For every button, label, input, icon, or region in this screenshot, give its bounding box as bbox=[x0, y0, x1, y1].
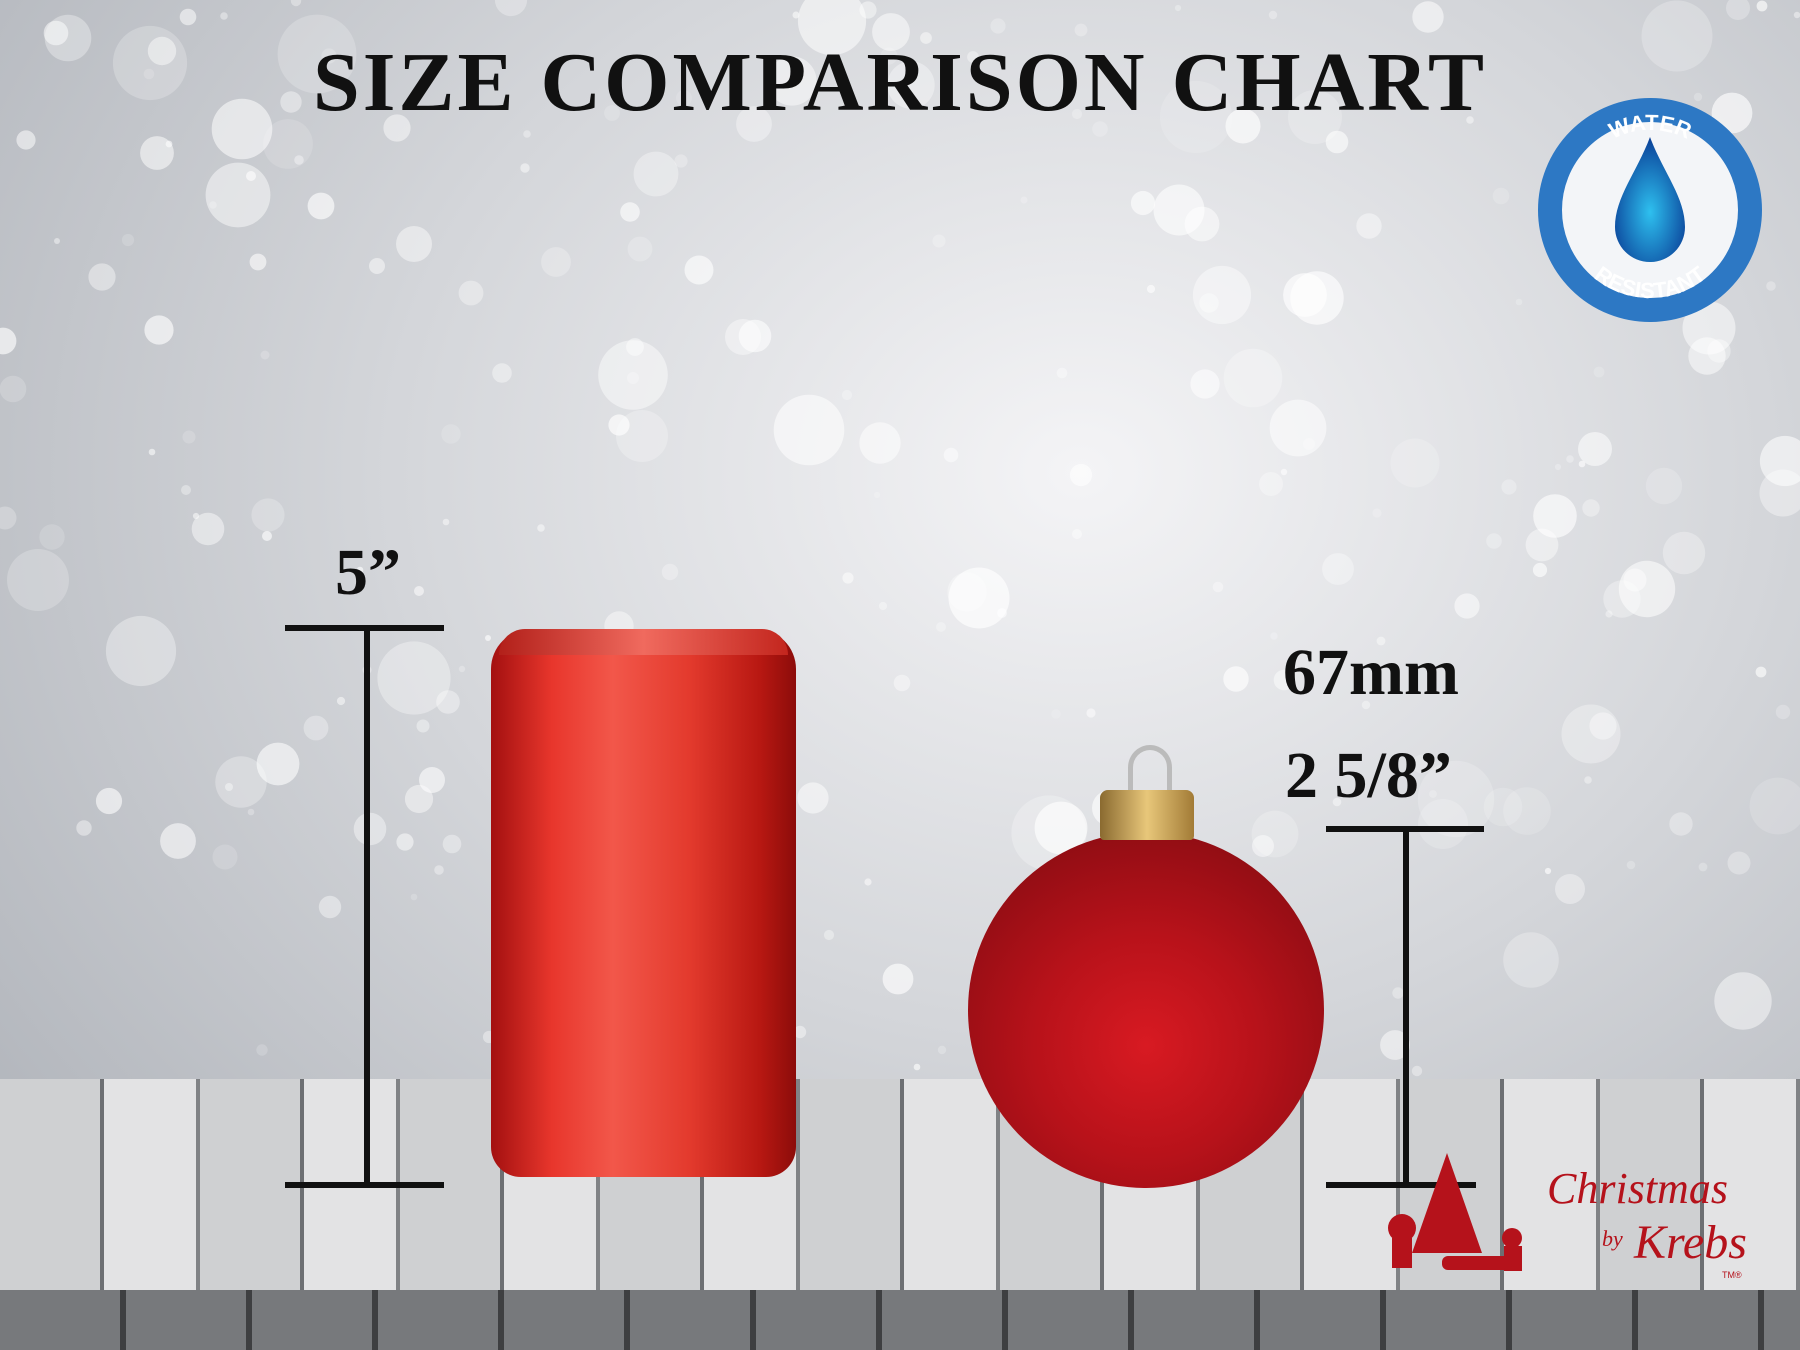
ornament-hanger bbox=[1128, 745, 1172, 790]
ornament-imperial-label: 2 5/8” bbox=[1285, 739, 1452, 812]
can-height-line bbox=[364, 628, 370, 1185]
svg-text:by: by bbox=[1602, 1226, 1623, 1251]
can-bottom-marker bbox=[285, 1182, 444, 1188]
ornament-bottom-marker bbox=[1326, 1182, 1476, 1188]
wooden-floor bbox=[0, 1079, 1800, 1350]
water-drop-icon bbox=[1615, 137, 1685, 262]
can-height-label: 5” bbox=[335, 536, 401, 609]
soda-can bbox=[491, 629, 796, 1177]
christmas-by-krebs-logo: Christmas by Krebs TM® bbox=[1388, 1153, 1747, 1280]
ornament-ball bbox=[968, 832, 1324, 1188]
tree-silhouette bbox=[1412, 1153, 1482, 1253]
ornament-metric-label: 67mm bbox=[1283, 636, 1459, 709]
page-title: SIZE COMPARISON CHART bbox=[313, 36, 1487, 129]
svg-text:Christmas: Christmas bbox=[1547, 1164, 1728, 1213]
water-resistant-badge: WATER RESISTANT bbox=[1538, 98, 1762, 322]
ornament-height-line bbox=[1403, 829, 1409, 1185]
svg-text:TM®: TM® bbox=[1722, 1270, 1742, 1280]
ornament-cap bbox=[1100, 790, 1194, 840]
svg-text:Krebs: Krebs bbox=[1633, 1216, 1747, 1269]
